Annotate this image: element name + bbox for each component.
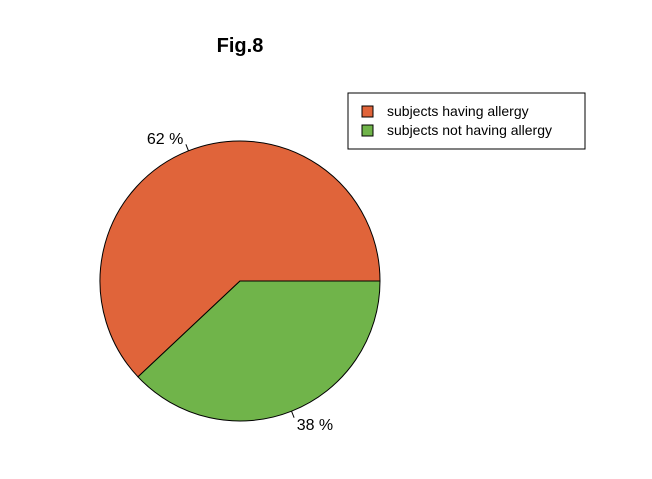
legend: subjects having allergy subjects not hav… (347, 92, 586, 150)
pie-slices (99, 140, 381, 422)
slice-label-having-allergy: 62 % (147, 131, 183, 148)
slice-label-not-having-allergy: 38 % (297, 417, 333, 434)
chart-title: Fig.8 (217, 35, 264, 57)
legend-swatch-not-having-allergy (361, 124, 374, 137)
legend-swatch-having-allergy (361, 105, 374, 118)
pie-slice-having-allergy (99, 140, 381, 378)
slice-labels: 62 % 38 % (147, 131, 333, 434)
legend-label-having-allergy: subjects having allergy (387, 103, 529, 119)
legend-label-not-having-allergy: subjects not having allergy (387, 122, 552, 138)
slice-label-tick-not-having-allergy (291, 410, 295, 418)
legend-box (347, 92, 586, 150)
slice-label-tick-having-allergy (185, 144, 189, 152)
